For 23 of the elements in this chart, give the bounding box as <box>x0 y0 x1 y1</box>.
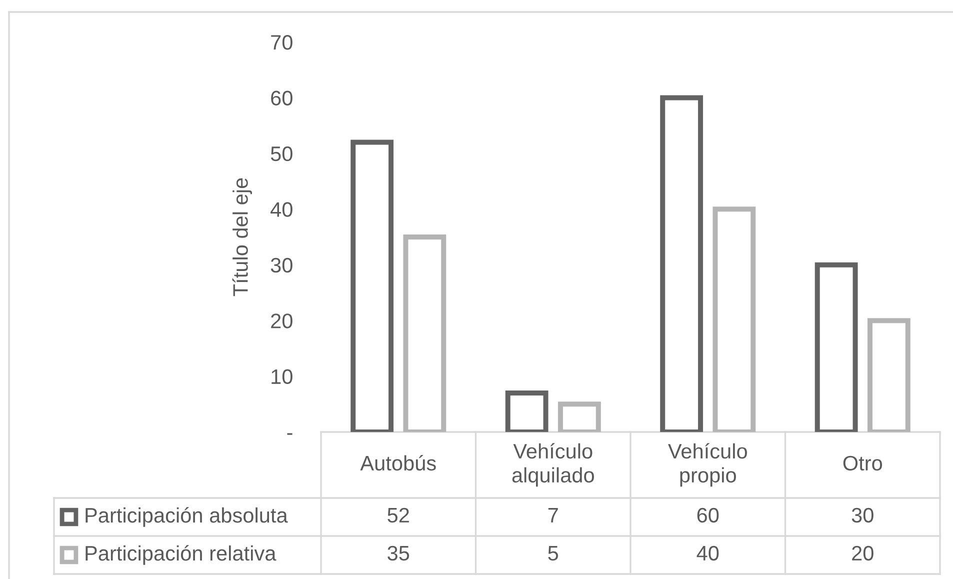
y-axis-title: Título del eje <box>232 178 252 296</box>
y-tick-label: 70 <box>271 35 292 50</box>
x-tick-label: Vehículo alquilado <box>512 443 594 487</box>
data-label: 30 <box>852 508 874 523</box>
x-tick-label: Otro <box>843 456 882 471</box>
data-label: 7 <box>548 508 558 522</box>
x-tick-label: Vehículo propio <box>668 443 747 487</box>
y-tick-label: 50 <box>270 146 292 162</box>
x-tick-label: Autobús <box>360 455 436 471</box>
y-tick-label: 10 <box>272 369 292 384</box>
data-label: 35 <box>388 546 410 561</box>
data-label: 60 <box>697 508 719 523</box>
legend-label: Participación relativa <box>86 545 276 565</box>
data-label: 40 <box>696 546 719 561</box>
y-tick-label: 40 <box>270 202 292 217</box>
y-tick-label: 60 <box>271 90 292 106</box>
y-tick-label: - <box>287 433 292 435</box>
data-label: 20 <box>852 546 874 561</box>
data-label: 5 <box>548 546 558 561</box>
y-tick-label: 20 <box>271 314 292 328</box>
data-label: 52 <box>388 508 409 523</box>
legend-label: Participación absoluta <box>86 507 288 527</box>
y-tick-label: 30 <box>270 258 292 273</box>
